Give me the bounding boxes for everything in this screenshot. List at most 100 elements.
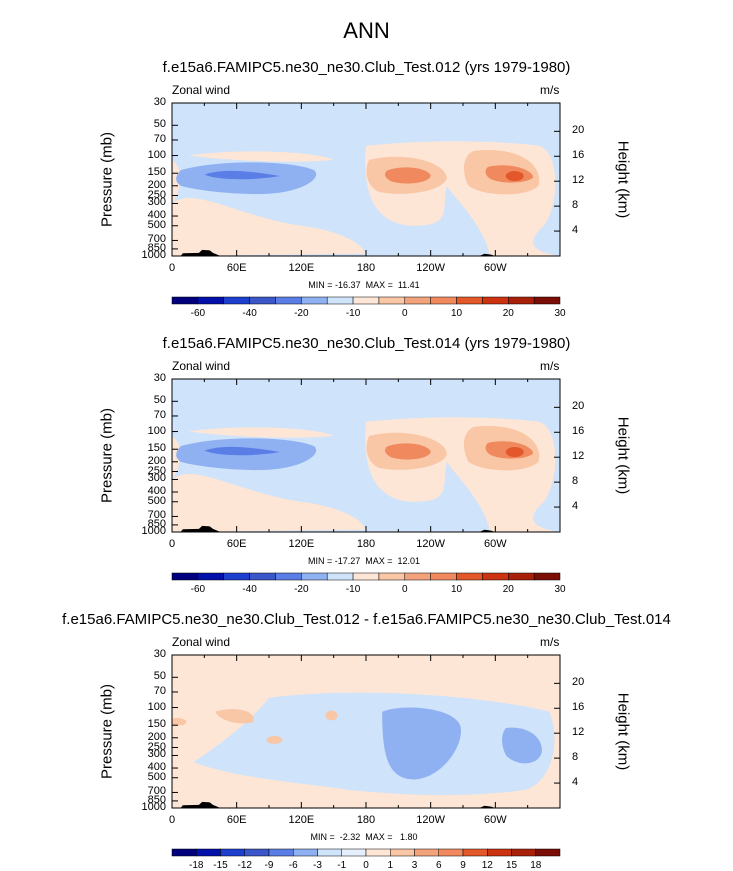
panel-1-ytick-label: 1000 [141,249,166,261]
panel-3-topography-africa [180,801,221,808]
panel-1-colorbar-swatch [508,296,535,305]
panel-3-colorbar-label: -18 [189,860,204,871]
panel-2-edge-westerly-region [172,435,181,480]
panel-3-colorbar-label: -3 [313,860,322,871]
panel-2-topography-africa [180,525,221,532]
panel-2-ytick-label: 1000 [141,525,166,537]
panel-2-upper-westerly-region [188,427,334,438]
panel-3-height-tick-label: 20 [572,676,585,689]
panel-1-colorbar-label: 0 [402,308,408,319]
panel-3-colorbar-label: 0 [363,860,369,871]
panel-1-topography-andes [479,253,496,256]
panel-1-ylabel-right: Height (km) [614,140,632,218]
panel-3-ytick-label: 150 [147,718,166,731]
panel-3-positive-core-2 [266,735,283,744]
panel-2-field [172,379,560,532]
panel-1-xtick-label: 60E [226,262,247,274]
panel-1-colorbar-swatch [533,296,561,305]
panel-2-ytick-label: 70 [153,408,166,421]
panel-1-colorbar-swatch [352,296,380,305]
panel-2-jet-1-core [384,443,431,460]
panel-3-height-tick-label: 16 [572,701,585,714]
panel-1-colorbar-swatch [326,296,354,305]
panel-3-height-tick-label: 12 [572,726,585,739]
panel-3-title: f.e15a6.FAMIPC5.ne30_ne30.Club_Test.012 … [62,611,671,628]
panel-1-height-tick-label: 8 [572,199,579,212]
panel-3-xtick-label: 0 [168,814,176,826]
panel-2-ylabel-right: Height (km) [614,416,632,494]
panel-3-ytick-label: 700 [147,785,166,798]
panel-3-xtick-label: 60E [226,814,247,826]
panel-1-easterly-core [204,170,280,180]
panel-1-ytick-label: 70 [153,132,166,145]
panel-1-title: f.e15a6.FAMIPC5.ne30_ne30.Club_Test.012 … [162,59,571,76]
panel-2-colorbar-label: 30 [554,584,566,595]
panel-2-colorbar-swatch [171,572,199,581]
panel-3-positive-core-1 [215,709,254,724]
panel-2-ytick-label: 850 [147,517,166,530]
panel-2-colorbar-label: -40 [242,584,257,595]
panel-2-ytick-label: 400 [147,485,166,498]
panel-3-colorbar-swatch [438,848,464,857]
panel-1-xtick-label: 120W [416,262,446,274]
panel-2-ytick-label: 200 [147,454,166,467]
panel-1-colorbar-swatch [275,296,302,305]
panel-3-xtick-label: 180 [356,814,376,826]
panel-3-ytick-label: 1000 [141,801,166,813]
panel-2-colorbar-swatch [275,572,302,581]
panel-2-minmax: MIN = -17.27 MAX = 12.01 [307,556,421,566]
panel-1-colorbar-swatch [430,296,457,305]
panel-1-ytick-label: 700 [147,233,166,246]
panel-3-colorbar-label: -9 [264,860,274,871]
panel-1-ylabel: Pressure (mb) [98,131,116,227]
panel-2-colorbar-label: -20 [294,584,309,595]
panel-3-ytick-label: 30 [153,648,166,660]
panel-1-height-tick-label: 12 [572,174,585,187]
panel-3-xtick-label: 120E [288,814,315,826]
panel-2-low-westerly-region [172,474,366,532]
panel-2-colorbar-swatch [249,572,276,581]
panel-2-xtick-label: 120W [416,538,446,550]
panel-1-upper-westerly-region [188,151,334,162]
panel-2-units-label: m/s [540,359,560,373]
panel-2-height-tick-label: 8 [572,475,579,488]
panel-2-ytick-label: 250 [147,464,166,477]
panel-3-ytick-label: 250 [147,740,166,753]
panel-1-colorbar-label: 30 [554,308,566,319]
panel-3-colorbar-label: 1 [387,860,394,871]
panel-2-ylabel: Pressure (mb) [98,407,116,503]
panel-2-ytick-label: 300 [147,472,166,485]
panel-3-xtick-label: 60W [484,814,507,826]
panel-2-ytick-label: 700 [147,509,166,522]
panel-3-topography-andes [479,805,496,808]
panel-3-colorbar-swatch [220,848,245,857]
panel-1-topography-africa [180,249,221,256]
panel-2-height-tick-label: 4 [572,500,579,513]
panel-1-colorbar-label: -60 [190,308,206,319]
panel-3-height-tick-label: 8 [572,751,579,764]
panel-2-title: f.e15a6.FAMIPC5.ne30_ne30.Club_Test.014 … [162,335,571,352]
panel-2-topography-andes [479,529,496,532]
panel-3-ylabel: Pressure (mb) [98,683,116,779]
panel-2-colorbar-swatch [482,572,509,581]
panel-3-units-label: m/s [540,635,560,649]
panel-2-xtick-label: 0 [168,538,176,550]
panel-2-colorbar-swatch [378,572,406,581]
panel-2-ytick-label: 100 [147,424,166,437]
panel-3-colorbar-label: 6 [435,860,442,871]
panel-3-colorbar-label: 3 [411,860,418,871]
panel-3-colorbar-swatch [511,848,536,857]
panel-1-xtick-label: 0 [168,262,176,274]
panel-1-field [172,103,560,256]
panel-3-colorbar-swatch [487,848,512,857]
panel-3-colorbar-swatch [317,848,342,857]
panel-1-ytick-label: 50 [153,118,166,131]
panel-2-colorbar-swatch [430,572,457,581]
panel-2-xtick-label: 180 [356,538,376,550]
panel-2-colorbar-swatch [508,572,535,581]
panel-3-positive-core-4 [172,717,187,726]
panel-3-ytick-label: 500 [147,770,166,783]
panel-1-colorbar-label: 10 [450,308,463,319]
panel-3-colorbar-swatch [268,848,294,857]
panel-3-ytick-label: 400 [147,761,166,774]
